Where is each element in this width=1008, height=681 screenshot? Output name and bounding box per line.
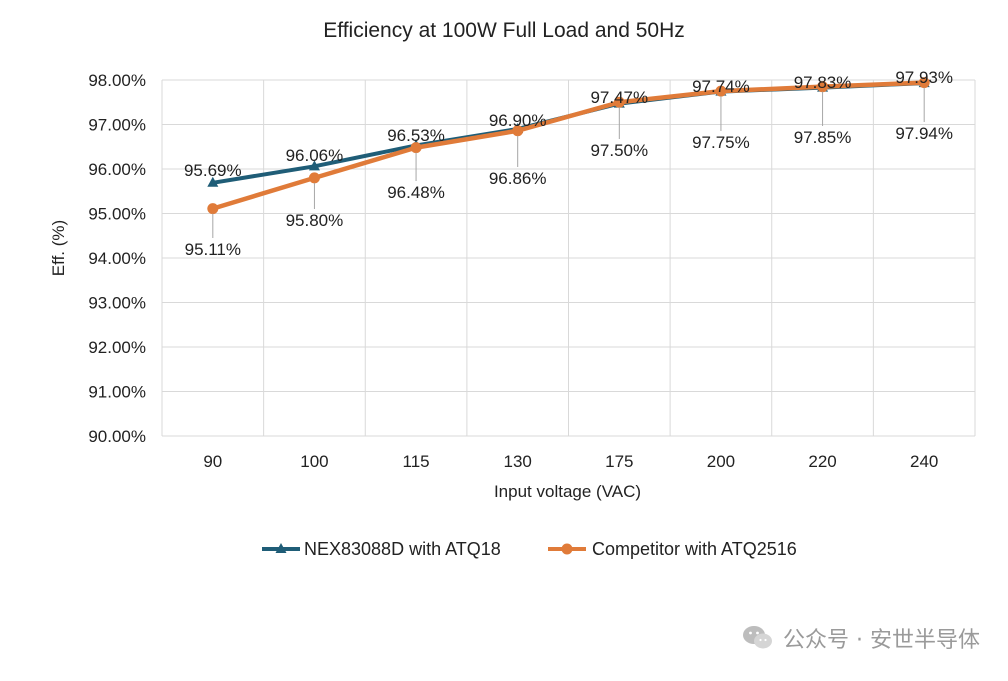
data-label: 97.75% (692, 133, 750, 152)
x-axis: 90 100 115 130 175 200 220 240 (203, 452, 938, 471)
data-label: 96.53% (387, 126, 445, 145)
legend-item: NEX83088D with ATQ18 (262, 539, 501, 559)
y-tick-label: 96.00% (88, 160, 146, 179)
data-label: 96.90% (489, 111, 547, 130)
data-point-circle (207, 203, 219, 215)
data-point-circle (817, 81, 829, 93)
series-competitor (207, 77, 930, 215)
data-label: 96.86% (489, 169, 547, 188)
x-tick-label: 220 (808, 452, 836, 471)
gridlines (161, 79, 976, 437)
data-label: 97.94% (895, 124, 953, 143)
data-label: 95.80% (286, 211, 344, 230)
data-label: 97.85% (794, 128, 852, 147)
legend-item: Competitor with ATQ2516 (548, 539, 797, 559)
y-tick-label: 98.00% (88, 71, 146, 90)
data-label: 97.93% (895, 68, 953, 87)
data-point-circle (613, 96, 625, 108)
y-tick-label: 94.00% (88, 249, 146, 268)
data-label: 96.06% (286, 146, 344, 165)
data-label: 97.47% (590, 88, 648, 107)
x-tick-label: 100 (300, 452, 328, 471)
data-point-circle (715, 85, 727, 97)
data-point-triangle (207, 176, 219, 187)
y-axis: 90.00% 91.00% 92.00% 93.00% 94.00% 95.00% 96.0… (88, 71, 146, 446)
y-tick-label: 91.00% (88, 383, 146, 402)
data-label: 97.83% (794, 73, 852, 92)
data-label: 97.74% (692, 77, 750, 96)
y-tick-label: 92.00% (88, 338, 146, 357)
y-tick-label: 95.00% (88, 205, 146, 224)
series-line (210, 80, 927, 211)
watermark-text: 公众号 · 安世半导体 (783, 628, 980, 653)
data-label: 96.48% (387, 183, 445, 202)
x-tick-label: 200 (707, 452, 735, 471)
x-tick-label: 90 (203, 452, 222, 471)
x-tick-label: 175 (605, 452, 633, 471)
legend-marker-triangle (275, 543, 287, 553)
y-tick-label: 97.00% (88, 116, 146, 135)
watermark: 公众号 · 安世半导体 (741, 622, 980, 654)
data-point-circle (308, 172, 320, 184)
data-point-circle (512, 125, 524, 137)
series-layer (207, 77, 930, 215)
x-tick-label: 130 (504, 452, 532, 471)
x-tick-label: 115 (403, 452, 430, 471)
data-point-circle (918, 77, 930, 89)
y-axis-title: Eff. (%) (49, 220, 68, 276)
y-tick-label: 93.00% (88, 294, 146, 313)
y-tick-label: 90.00% (88, 427, 146, 446)
data-label: 95.69% (184, 161, 242, 180)
legend-label: NEX83088D with ATQ18 (304, 539, 501, 559)
data-labels: 95.69% 96.06% 96.53% 96.90% 97.47% 97.74% 97.8… (184, 68, 953, 259)
wechat-icon (743, 626, 773, 649)
data-label: 97.50% (590, 141, 648, 160)
legend-label: Competitor with ATQ2516 (592, 539, 797, 559)
x-tick-label: 240 (910, 452, 938, 471)
data-point-circle (410, 142, 422, 154)
legend-marker-circle (561, 543, 573, 555)
x-axis-title: Input voltage (VAC) (494, 482, 641, 501)
data-label: 95.11% (185, 240, 241, 259)
chart-title: Efficiency at 100W Full Load and 50Hz (323, 19, 684, 42)
legend: NEX83088D with ATQ18 Competitor with ATQ2… (262, 539, 797, 559)
data-point-triangle (308, 160, 320, 171)
